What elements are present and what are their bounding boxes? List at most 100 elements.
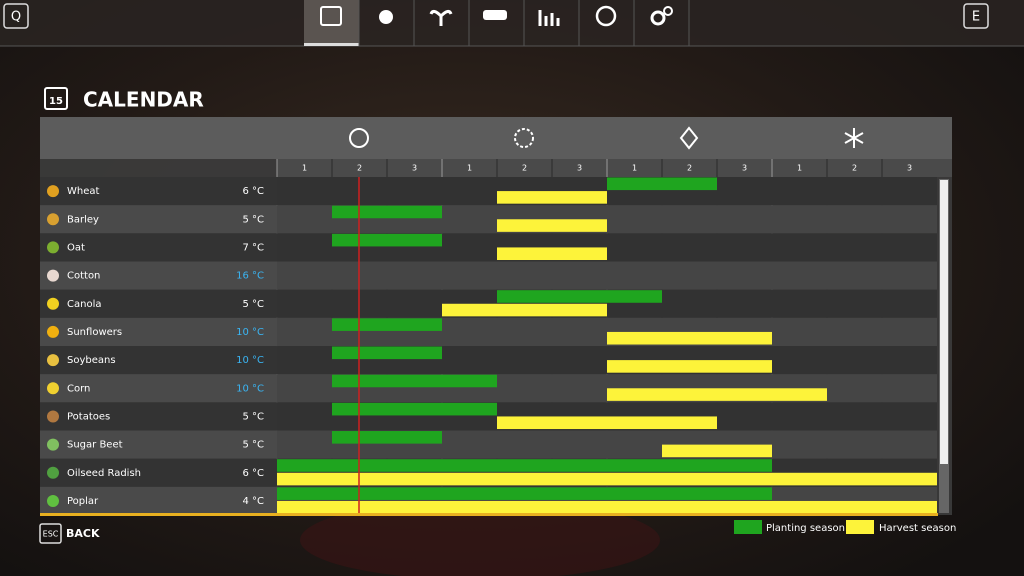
planting-bar xyxy=(332,205,442,219)
crop-temperature: 7 °C xyxy=(242,242,264,253)
tab-icon xyxy=(320,6,342,26)
crop-icon xyxy=(47,325,59,338)
harvest-bar xyxy=(607,360,772,373)
legend-swatch xyxy=(846,520,874,534)
crop-name: Soybeans xyxy=(67,355,116,366)
row-background xyxy=(40,486,277,516)
crop-icon xyxy=(47,269,59,282)
harvest-bar xyxy=(607,331,772,345)
crop-icon xyxy=(47,410,59,423)
calendar-icon-day: 15 xyxy=(49,96,63,107)
tab-icon xyxy=(483,10,507,20)
period-label: 2 xyxy=(522,164,527,173)
row-background xyxy=(40,346,277,375)
period-label: 1 xyxy=(467,164,472,173)
tab-icon xyxy=(538,10,560,26)
crop-temperature: 10 °C xyxy=(236,327,264,338)
planting-bar xyxy=(332,374,497,388)
crop-icon xyxy=(47,213,59,226)
season-icons xyxy=(349,126,864,150)
period-label: 3 xyxy=(577,164,582,173)
back-label[interactable]: BACK xyxy=(66,527,100,540)
period-label: 1 xyxy=(797,164,802,173)
legend-label: Planting season xyxy=(766,523,845,534)
crop-icon xyxy=(47,466,59,479)
row-background xyxy=(40,402,277,431)
period-label: 1 xyxy=(302,164,307,173)
crop-icon xyxy=(47,354,59,367)
crop-temperature: 5 °C xyxy=(242,411,264,422)
crop-temperature: 10 °C xyxy=(236,383,264,394)
crop-name: Cotton xyxy=(67,271,100,282)
harvest-bar xyxy=(497,191,607,204)
period-label: 2 xyxy=(852,164,857,173)
crop-temperature: 5 °C xyxy=(242,299,264,310)
esc-key-label: ESC xyxy=(43,530,59,539)
key-q-label: Q xyxy=(11,10,21,25)
scrollbar-thumb[interactable] xyxy=(940,180,948,464)
crop-temperature: 6 °C xyxy=(242,186,264,197)
harvest-bar xyxy=(277,500,937,514)
planting-bar xyxy=(277,487,772,500)
row-background xyxy=(40,458,277,487)
row-background xyxy=(40,317,277,347)
tab-selected-indicator xyxy=(304,43,359,46)
tab-icon xyxy=(663,6,673,16)
calendar-icon xyxy=(44,87,68,110)
period-header xyxy=(277,159,952,177)
tab-icon xyxy=(595,5,617,27)
period-label: 2 xyxy=(357,164,362,173)
crop-temperature: 16 °C xyxy=(236,271,264,282)
row-background xyxy=(40,233,277,262)
harvest-bar xyxy=(497,416,717,430)
harvest-bar xyxy=(497,247,607,261)
planting-bar xyxy=(607,177,717,191)
crop-icon xyxy=(47,382,59,395)
row-background xyxy=(40,177,277,206)
crop-name: Poplar xyxy=(67,496,99,507)
row-background xyxy=(40,430,277,459)
planting-bar xyxy=(277,459,772,472)
key-q[interactable] xyxy=(3,3,29,29)
tab-icon xyxy=(650,10,666,26)
row-background xyxy=(40,374,277,403)
tab-icon xyxy=(379,10,393,24)
crop-icon xyxy=(47,241,59,254)
crop-name: Corn xyxy=(67,383,90,394)
period-label: 3 xyxy=(412,164,417,173)
winter-icon xyxy=(844,128,864,148)
crop-temperature: 10 °C xyxy=(236,355,264,366)
crop-temperature: 5 °C xyxy=(242,214,264,225)
key-e-label: E xyxy=(972,10,980,25)
legend-label: Harvest season xyxy=(879,523,956,534)
period-label: 3 xyxy=(907,164,912,173)
planting-bar xyxy=(332,402,497,416)
background-blur xyxy=(300,500,660,576)
crop-icon xyxy=(47,438,59,451)
legend-swatch xyxy=(734,520,762,534)
period-label: 3 xyxy=(742,164,747,173)
planting-bar xyxy=(332,233,442,247)
tab-bar xyxy=(304,0,690,46)
period-label: 1 xyxy=(632,164,637,173)
key-e[interactable] xyxy=(963,3,989,29)
summer-icon xyxy=(514,128,534,148)
crop-name: Barley xyxy=(67,214,99,225)
harvest-bar xyxy=(607,388,827,401)
planting-bar xyxy=(332,318,442,331)
crop-temperature: 5 °C xyxy=(242,440,264,451)
tab-dividers xyxy=(358,0,690,46)
crop-icon xyxy=(47,297,59,310)
period-label: 2 xyxy=(687,164,692,173)
esc-key[interactable] xyxy=(39,523,62,544)
crop-name: Oilseed Radish xyxy=(67,468,141,479)
spring-icon xyxy=(349,128,369,148)
planting-bar xyxy=(332,346,442,360)
harvest-bar xyxy=(277,472,937,486)
crop-name: Wheat xyxy=(67,186,100,197)
crop-temperature: 6 °C xyxy=(242,468,264,479)
page-title: CALENDAR xyxy=(83,88,204,112)
planting-bar xyxy=(332,431,442,444)
